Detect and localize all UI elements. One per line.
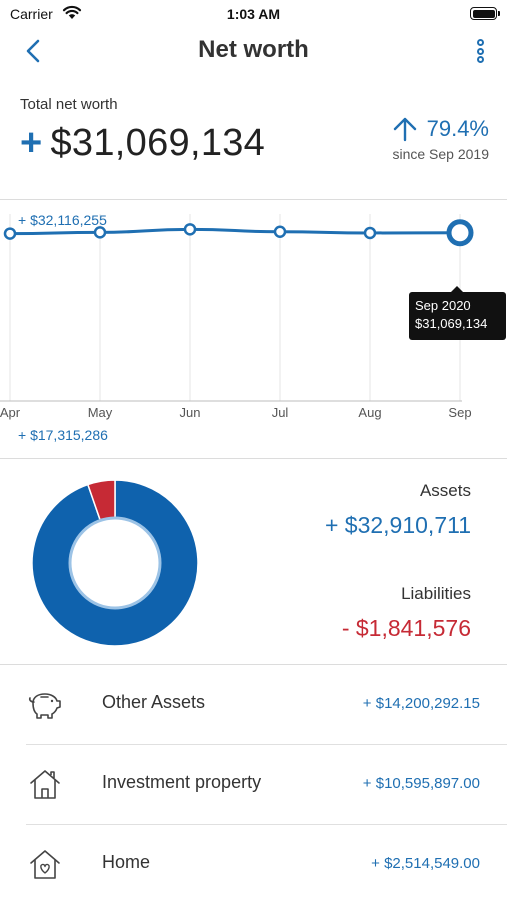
chart-point[interactable] bbox=[363, 226, 377, 240]
account-name: Other Assets bbox=[102, 692, 206, 712]
positive-sign: + bbox=[20, 122, 43, 164]
row-separator bbox=[26, 824, 507, 825]
chart-point[interactable] bbox=[3, 227, 17, 240]
chevron-left-icon bbox=[26, 39, 40, 63]
account-amount: + $10,595,897.00 bbox=[362, 775, 480, 792]
home-heart-icon bbox=[30, 850, 60, 879]
change-summary: 79.4% since Sep 2019 bbox=[392, 116, 489, 162]
total-net-worth-value: + $31,069,134 bbox=[20, 122, 265, 165]
divider bbox=[0, 664, 507, 665]
chart-tick-label: Sep bbox=[448, 405, 471, 420]
chart-tooltip: Sep 2020 $31,069,134 bbox=[409, 286, 506, 340]
back-button[interactable] bbox=[16, 34, 50, 68]
piggy-bank-icon bbox=[28, 693, 61, 719]
list-item-other-assets[interactable]: Other Assets + $14,200,292.15 bbox=[0, 664, 507, 744]
list-item-investment-property[interactable]: Investment property + $10,595,897.00 bbox=[0, 744, 507, 824]
status-bar: Carrier 1:03 AM bbox=[0, 0, 507, 28]
more-options-button[interactable] bbox=[467, 36, 493, 66]
chart-max-label: + $32,116,255 bbox=[18, 212, 107, 228]
total-amount: $31,069,134 bbox=[50, 122, 266, 164]
change-percent: 79.4% bbox=[426, 116, 489, 141]
total-net-worth-label: Total net worth bbox=[20, 96, 118, 113]
tooltip-date: Sep 2020 bbox=[415, 298, 471, 313]
row-separator bbox=[26, 744, 507, 745]
wifi-icon bbox=[62, 4, 82, 25]
liabilities-label: Liabilities bbox=[401, 584, 471, 603]
chart-point[interactable] bbox=[93, 226, 107, 239]
carrier-label: Carrier bbox=[10, 6, 53, 22]
list-item-home[interactable]: Home + $2,514,549.00 bbox=[0, 824, 507, 900]
chart-min-label: + $17,315,286 bbox=[18, 427, 108, 443]
chart-point-selected[interactable] bbox=[446, 219, 474, 247]
divider bbox=[0, 458, 507, 459]
status-time: 1:03 AM bbox=[226, 6, 281, 22]
chart-tick-label: Jun bbox=[180, 405, 201, 420]
donut-inner-ring bbox=[68, 516, 162, 610]
assets-liabilities-donut bbox=[31, 479, 199, 647]
account-amount: + $2,514,549.00 bbox=[371, 855, 480, 872]
battery-icon bbox=[470, 7, 500, 20]
chart-tick-label: Aug bbox=[358, 405, 381, 420]
account-name: Home bbox=[102, 852, 151, 872]
liabilities-value: - $1,841,576 bbox=[341, 615, 471, 641]
chart-point[interactable] bbox=[183, 223, 197, 236]
change-since: since Sep 2019 bbox=[392, 146, 489, 162]
account-amount: + $14,200,292.15 bbox=[362, 695, 480, 712]
donut-hole bbox=[72, 520, 158, 606]
account-name: Investment property bbox=[102, 772, 262, 792]
chart-tick-label: Jul bbox=[272, 405, 289, 420]
chart-tick-label: Apr bbox=[0, 405, 21, 420]
more-dot-icon bbox=[476, 47, 484, 55]
tooltip-value: $31,069,134 bbox=[415, 316, 488, 331]
page-title: Net worth bbox=[198, 36, 309, 63]
chart-tick-label: May bbox=[88, 405, 113, 420]
assets-label: Assets bbox=[419, 481, 471, 500]
net-worth-line-chart[interactable]: Apr May Jun Jul Aug Sep bbox=[0, 200, 507, 460]
house-icon bbox=[30, 770, 60, 799]
more-dot-icon bbox=[476, 56, 484, 63]
chart-point[interactable] bbox=[273, 225, 287, 239]
chart-series-line bbox=[8, 227, 462, 236]
divider bbox=[0, 199, 507, 200]
arrow-up-icon bbox=[393, 117, 416, 142]
assets-value: + $32,910,711 bbox=[324, 512, 471, 538]
more-dot-icon bbox=[476, 39, 484, 46]
